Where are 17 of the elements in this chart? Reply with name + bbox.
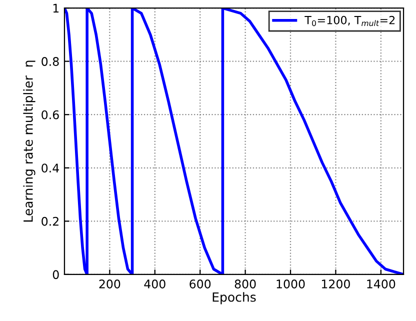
y-tick-label: 0.8: [42, 57, 59, 66]
x-tick-label: 200: [99, 280, 120, 288]
y-tick-label: 0.2: [42, 216, 58, 226]
y-tick-label: 0.4: [42, 164, 59, 173]
y-tick-label: 0: [52, 270, 59, 280]
legend-label: T$_{0}$=100, T$_{mult}$=2: [304, 16, 395, 26]
x-tick-label: 600: [190, 280, 211, 288]
y-tick-label: 0.6: [42, 110, 59, 120]
y-axis-title: Learning rate multiplier η: [23, 60, 36, 222]
x-tick-label: 1000: [276, 280, 305, 288]
x-tick-label: 1400: [367, 280, 396, 288]
line-series: [64, 8, 404, 274]
x-tick-label: 1200: [322, 280, 350, 288]
x-tick-label: 800: [234, 280, 256, 288]
x-tick-label: 400: [144, 280, 166, 288]
x-axis-title: Epochs: [212, 292, 256, 304]
y-tick-label: 1: [53, 4, 59, 13]
